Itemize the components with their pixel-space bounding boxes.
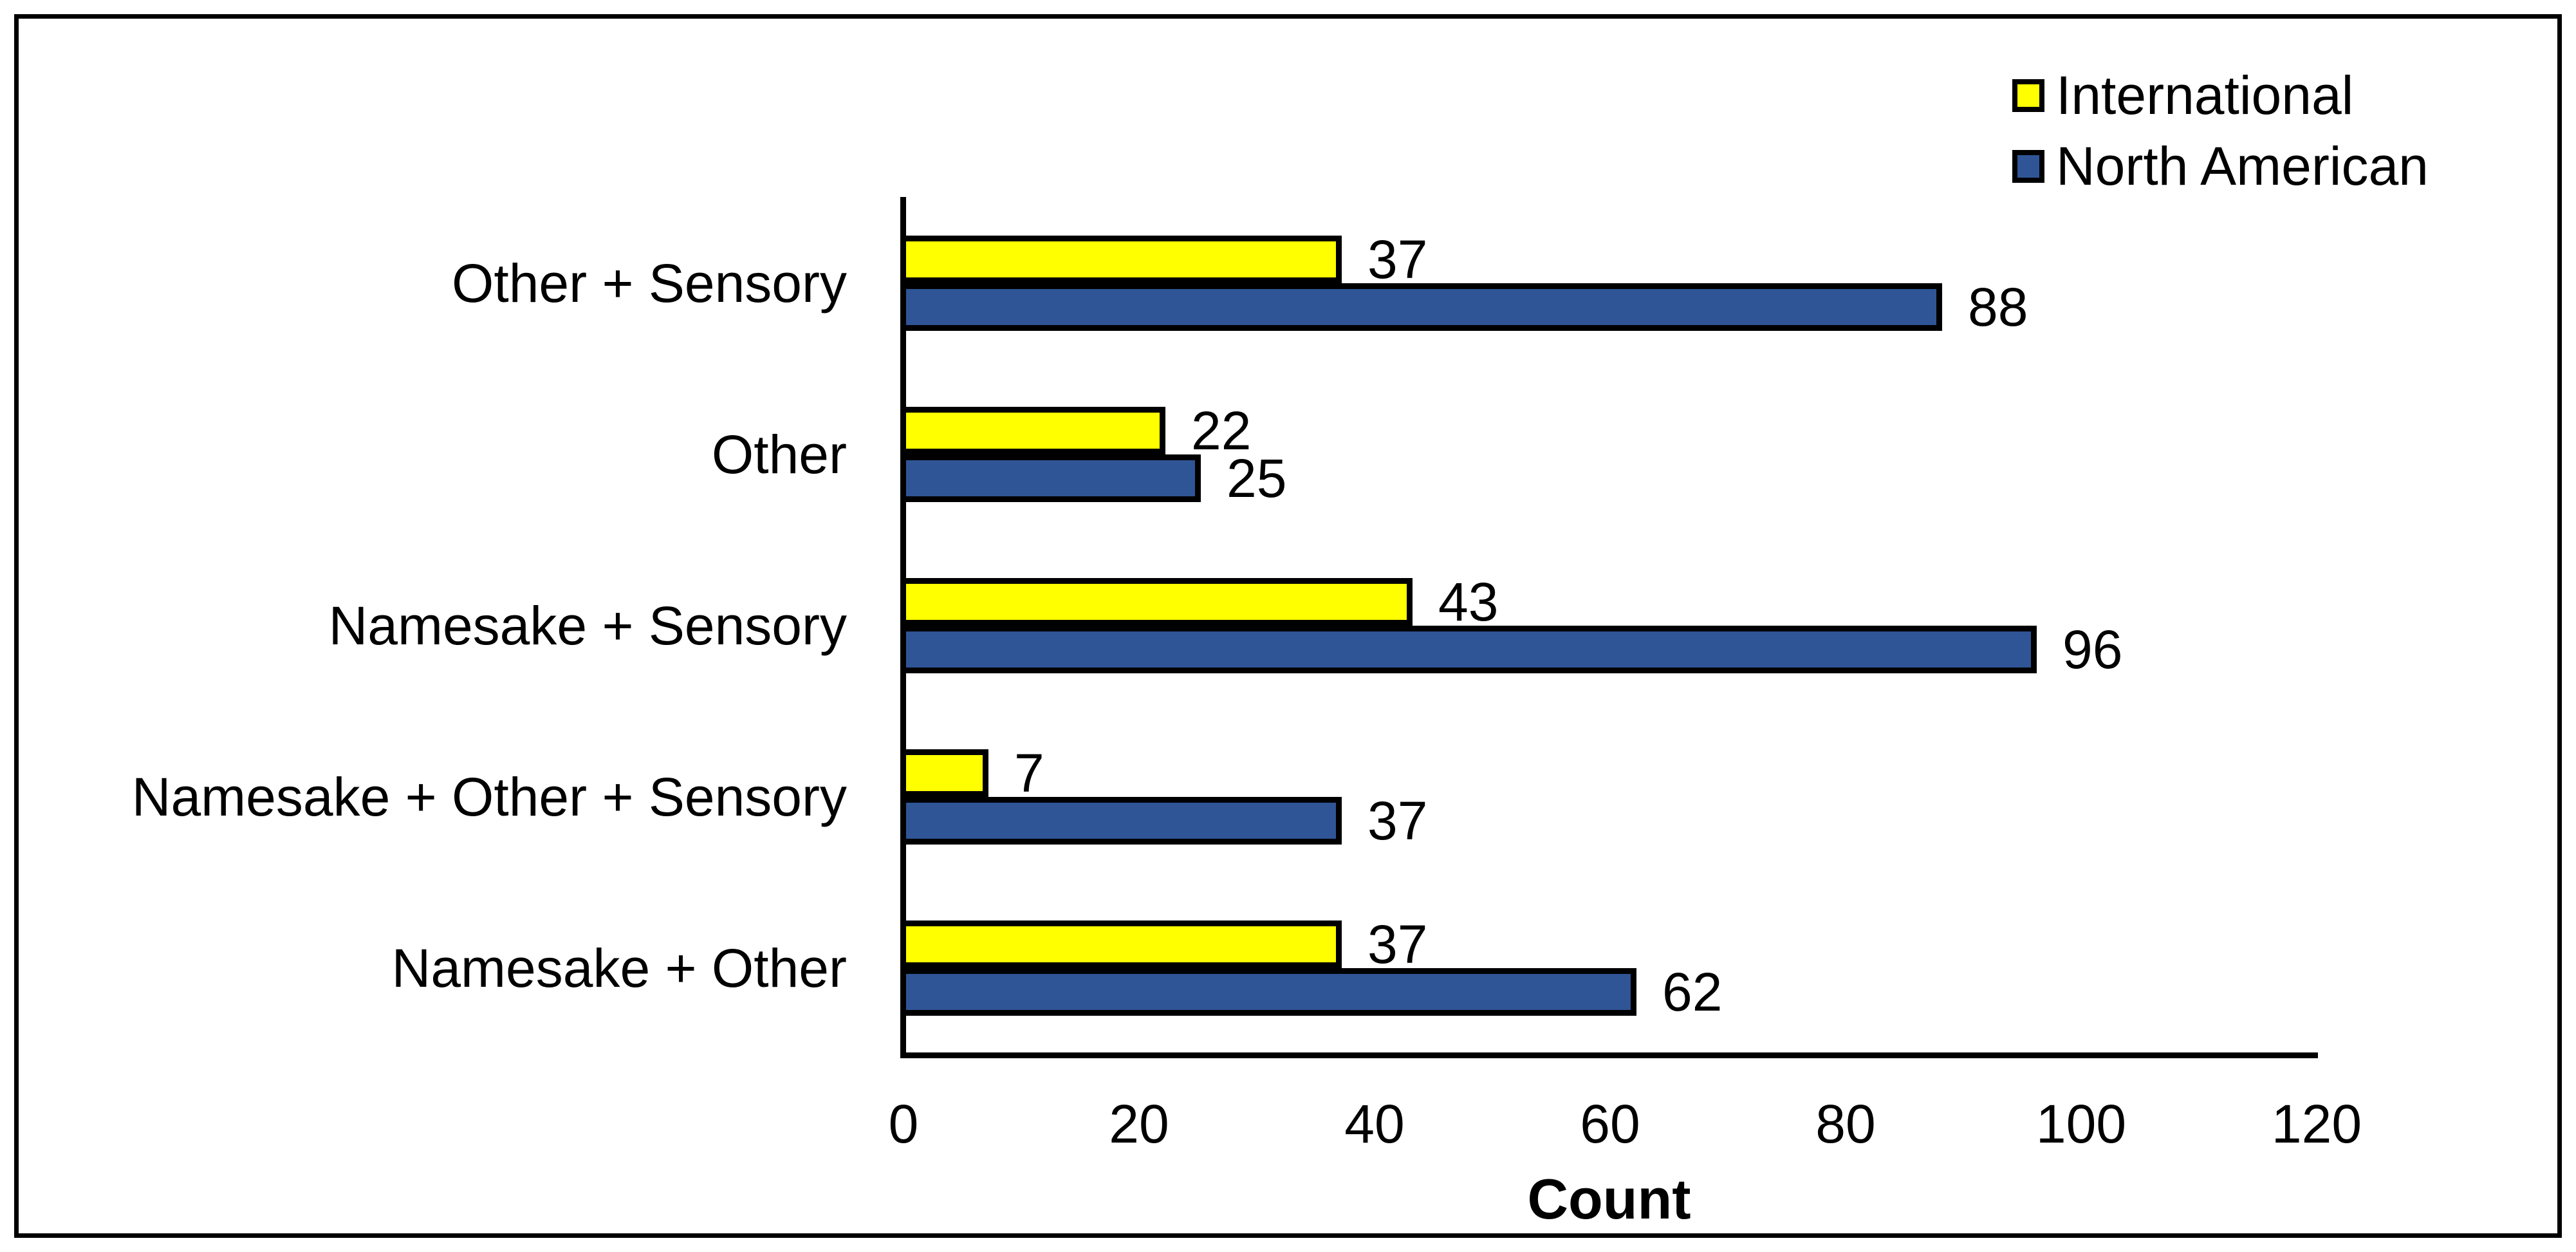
bar-international-other-sensory (900, 236, 1342, 283)
legend-label-north-american: North American (2056, 135, 2429, 196)
x-axis-title: Count (1527, 1167, 1691, 1231)
bar-north-american-namesake-other-sensory (900, 797, 1342, 845)
bar-north-american-other (900, 454, 1201, 502)
value-label-international-other-sensory: 37 (1367, 229, 1428, 290)
value-label-north-american-other-sensory: 88 (1968, 277, 2028, 337)
value-label-north-american-namesake-other: 62 (1662, 962, 1723, 1022)
x-axis-line (900, 1052, 2318, 1058)
legend-item-international: International (2012, 60, 2353, 131)
value-label-north-american-namesake-sensory: 96 (2062, 619, 2123, 680)
bar-north-american-other-sensory (900, 283, 1942, 331)
x-tick-label-80: 80 (1815, 1094, 1876, 1154)
value-label-north-american-other: 25 (1227, 448, 1287, 509)
bar-international-other (900, 407, 1165, 454)
category-label-other: Other (711, 424, 847, 485)
bar-international-namesake-other (900, 920, 1342, 968)
value-label-north-american-namesake-other-sensory: 37 (1367, 790, 1428, 851)
bar-north-american-namesake-sensory (900, 626, 2037, 673)
value-label-international-namesake-sensory: 43 (1438, 572, 1499, 632)
legend-item-north-american: North American (2012, 131, 2429, 201)
x-tick-label-60: 60 (1580, 1094, 1640, 1154)
value-label-international-namesake-other: 37 (1367, 914, 1428, 975)
legend-label-international: International (2056, 64, 2354, 126)
bar-north-american-namesake-other (900, 968, 1636, 1016)
bar-international-namesake-sensory (900, 578, 1413, 626)
x-tick-label-100: 100 (2035, 1094, 2127, 1154)
category-label-namesake-sensory: Namesake + Sensory (328, 595, 847, 656)
x-tick-label-0: 0 (888, 1094, 919, 1154)
value-label-international-namesake-other-sensory: 7 (1014, 743, 1044, 803)
bar-international-namesake-other-sensory (900, 749, 988, 797)
category-label-namesake-other-sensory: Namesake + Other + Sensory (131, 767, 847, 827)
category-label-namesake-other: Namesake + Other (391, 938, 847, 998)
x-tick-label-40: 40 (1344, 1094, 1405, 1154)
value-label-international-other: 22 (1191, 400, 1252, 461)
category-label-other-sensory: Other + Sensory (452, 253, 847, 313)
legend-swatch-international (2012, 79, 2044, 112)
x-tick-label-120: 120 (2271, 1094, 2362, 1154)
x-tick-label-20: 20 (1109, 1094, 1169, 1154)
legend-swatch-north-american (2012, 149, 2044, 183)
